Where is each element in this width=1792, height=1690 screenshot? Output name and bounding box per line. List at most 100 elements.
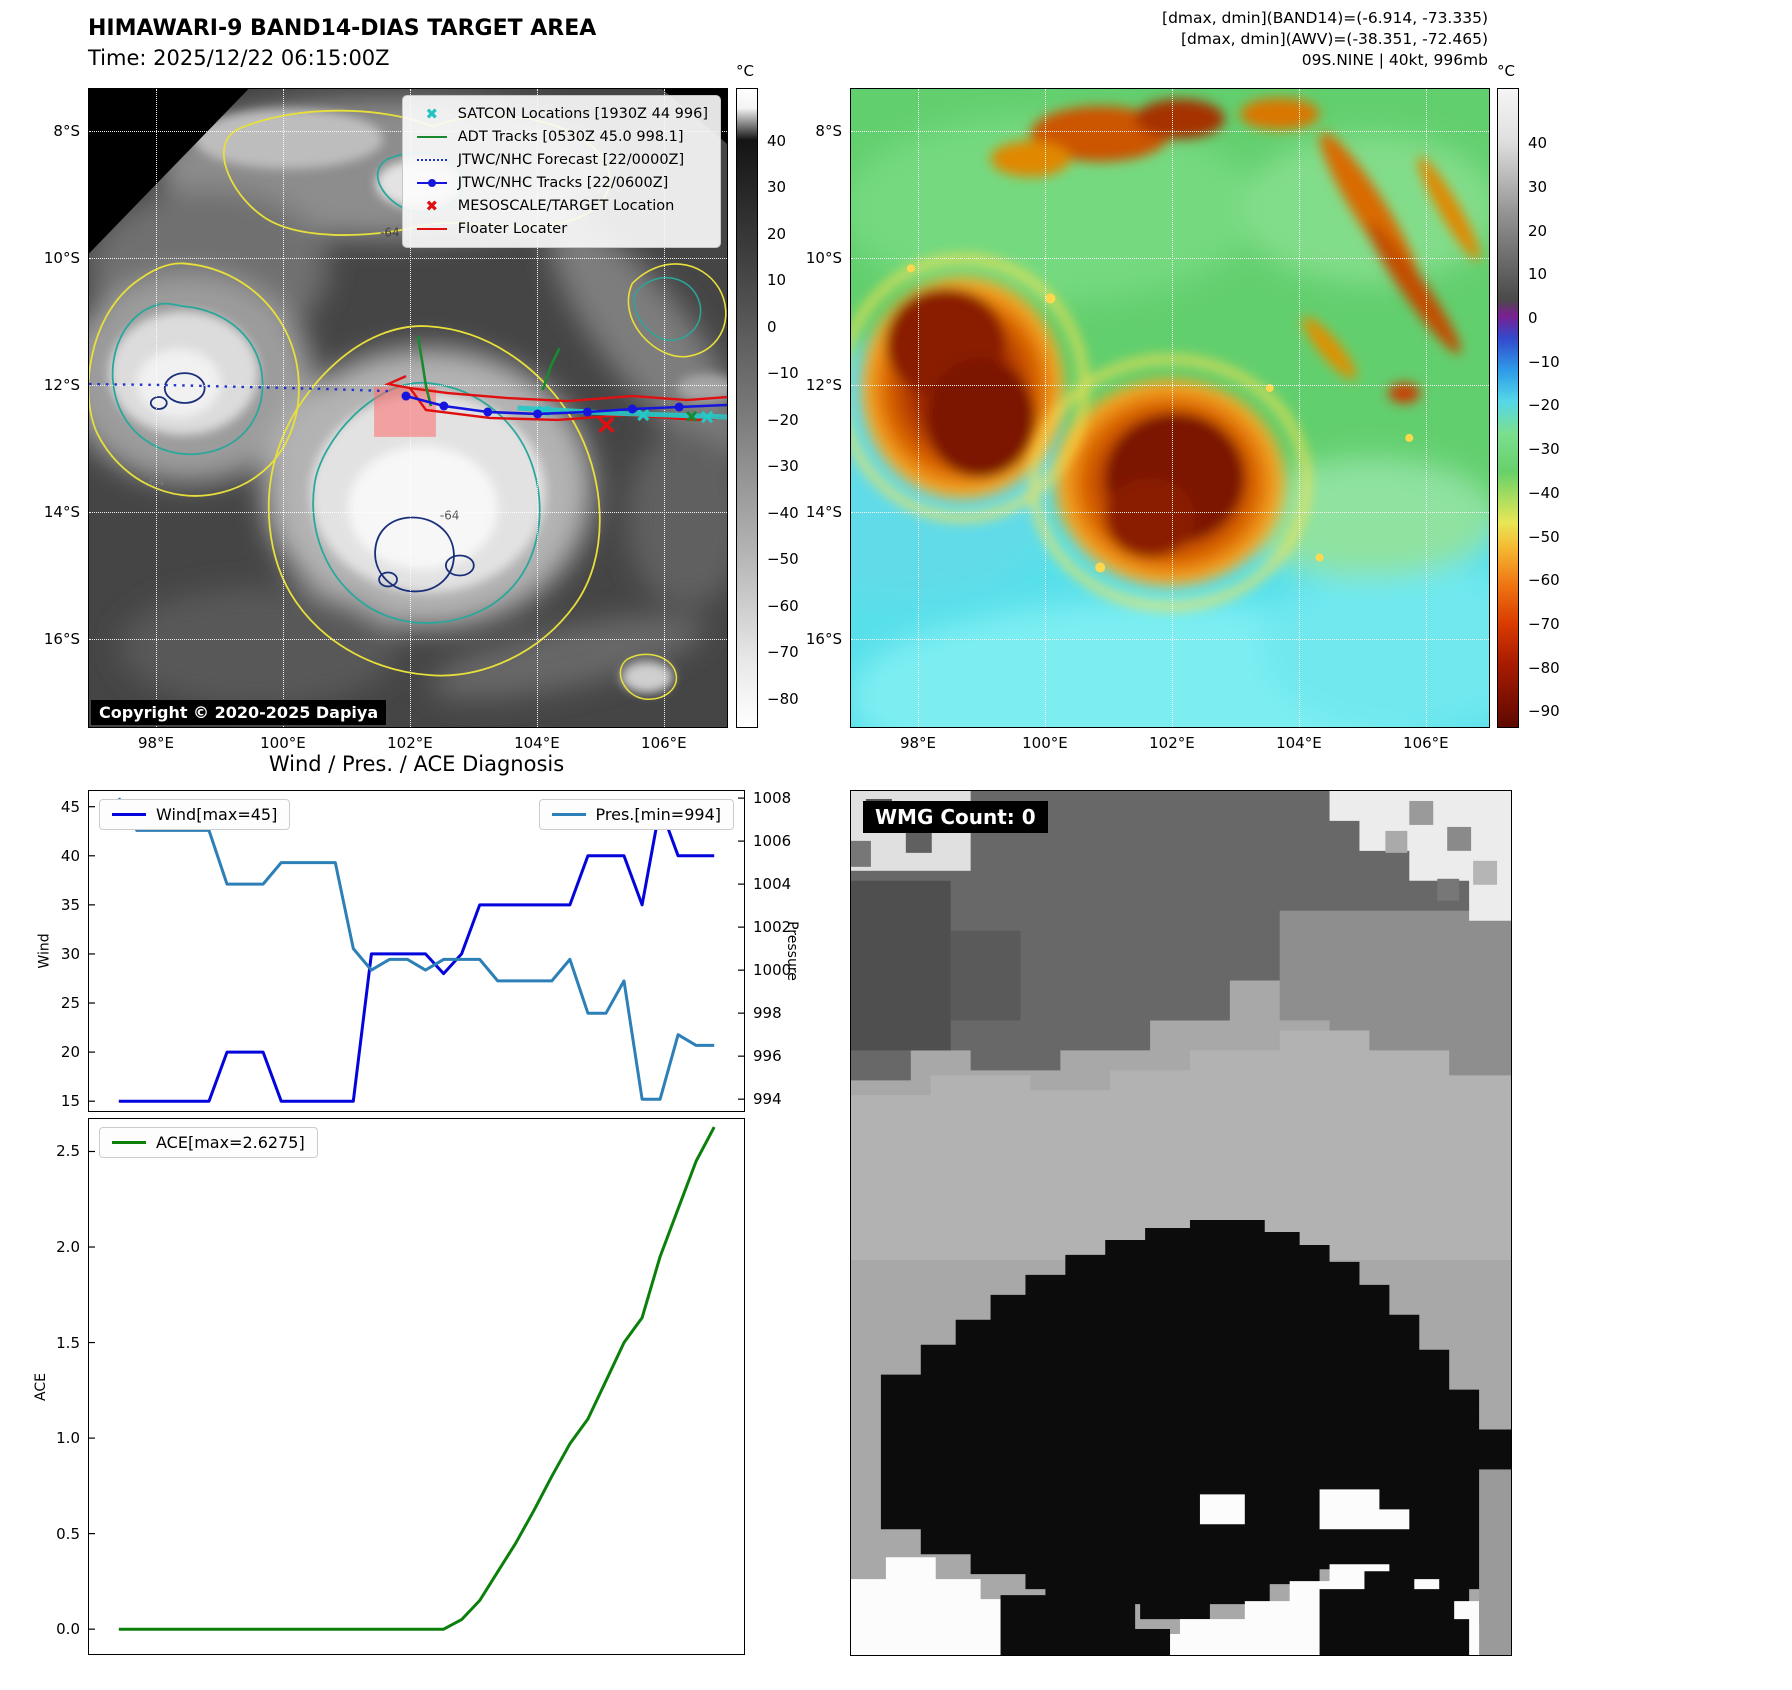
latitude-tick-label: 10°S xyxy=(43,249,80,268)
colorbar-tick-label: 30 xyxy=(767,178,787,197)
wmg-count-label: WMG Count: 0 xyxy=(863,801,1048,833)
left-axis-tick-label: 20 xyxy=(60,1043,80,1062)
floater-line xyxy=(384,375,727,403)
jtwc-track-line xyxy=(405,394,727,416)
colorbar-tick-label: −60 xyxy=(1528,571,1560,590)
colorbar-tick-label: −90 xyxy=(1528,702,1560,721)
latitude-tick-label: 12°S xyxy=(805,376,842,395)
colorbar-tick-label: 10 xyxy=(767,271,787,290)
copyright-watermark: Copyright © 2020-2025 Dapiya xyxy=(91,700,387,725)
legend-item-mesoscale: MESOSCALE/TARGET Location xyxy=(415,196,708,216)
cold-pixel-speckles xyxy=(906,264,1414,573)
mesoscale-x-marker-icon xyxy=(425,199,438,214)
diagnosis-title: Wind / Pres. / ACE Diagnosis xyxy=(268,752,565,776)
latitude-tick-label: 8°S xyxy=(53,122,80,141)
longitude-tick-label: 100°E xyxy=(1022,734,1068,752)
band14-satellite-map: -64 -64 -64 xyxy=(44,88,728,752)
wmg-pixel-art xyxy=(851,791,1511,1655)
jtwc-forecast-line xyxy=(89,382,389,393)
right-axis-tick-label: 1006 xyxy=(753,832,792,851)
left-axis-tick-label: 0.5 xyxy=(56,1524,80,1543)
colorbar-tick-label: 20 xyxy=(1528,221,1548,240)
jtwc-track-line-dot-icon xyxy=(416,178,447,187)
band14-track-overlay xyxy=(89,336,727,437)
legend-label: ADT Tracks [0530Z 45.0 998.1] xyxy=(457,129,684,145)
colorbar-tick-label: 0 xyxy=(767,317,777,336)
legend-item-floater: Floater Locater xyxy=(415,219,708,239)
left-axis-tick-label: 30 xyxy=(60,944,80,963)
pres-legend-label: Pres.[min=994] xyxy=(595,805,721,824)
colorbar-tick-label: 40 xyxy=(767,131,787,150)
ace-line-swatch-icon xyxy=(112,1141,146,1144)
colorbar-tick-label: −70 xyxy=(767,643,799,662)
right-axis-tick-label: 1004 xyxy=(753,875,792,894)
right-axis-tick-label: 1008 xyxy=(753,789,792,808)
ace-legend-label: ACE[max=2.6275] xyxy=(156,1133,305,1152)
adt-track-line xyxy=(416,336,433,407)
pres-line-swatch-icon xyxy=(551,813,586,816)
left-axis-tick-label: 2.5 xyxy=(56,1142,80,1161)
colorbar-tick-label: −30 xyxy=(1528,440,1560,459)
forecast-dotted-line-icon xyxy=(416,159,447,161)
ace-plot xyxy=(89,1126,716,1631)
longitude-tick-label: 98°E xyxy=(137,734,175,752)
wind-pressure-plot xyxy=(89,797,744,1103)
contour-label: -64 xyxy=(145,475,165,489)
colorbar-tick-label: −20 xyxy=(1528,396,1560,415)
right-axis-tick-label: 1000 xyxy=(753,961,792,980)
legend-item-forecast: JTWC/NHC Forecast [22/0000Z] xyxy=(415,150,708,170)
awv-colorbar-unit: °C xyxy=(1497,62,1515,80)
colorbar-tick-label: −30 xyxy=(767,457,799,476)
ace-axis-label: ACE xyxy=(32,1372,49,1401)
awv-satellite-art xyxy=(851,89,1489,727)
band14-timestamp: Time: 2025/12/22 06:15:00Z xyxy=(88,46,390,70)
legend-item-jtwc-tracks: JTWC/NHC Tracks [22/0600Z] xyxy=(415,173,708,193)
colorbar-tick-label: −20 xyxy=(767,410,799,429)
right-axis-tick-label: 1002 xyxy=(753,918,792,937)
pres-legend: Pres.[min=994] xyxy=(538,799,734,830)
jtwc-track-dots xyxy=(401,391,684,419)
colorbar-tick-label: −10 xyxy=(1528,352,1560,371)
left-axis-tick-label: 15 xyxy=(60,1092,80,1111)
colorbar-tick-label: 0 xyxy=(1528,309,1538,328)
band14-title: HIMAWARI-9 BAND14-DIAS TARGET AREA xyxy=(88,16,597,41)
legend-label: JTWC/NHC Tracks [22/0600Z] xyxy=(457,175,669,191)
latitude-tick-label: 12°S xyxy=(43,376,80,395)
colorbar-tick-label: 40 xyxy=(1528,134,1548,153)
left-axis-tick-label: 45 xyxy=(60,797,80,816)
left-axis-tick-label: 35 xyxy=(60,895,80,914)
colorbar-tick-label: −40 xyxy=(1528,483,1560,502)
latitude-tick-label: 14°S xyxy=(43,502,80,521)
longitude-tick-label: 102°E xyxy=(1149,734,1195,752)
legend-label: JTWC/NHC Forecast [22/0000Z] xyxy=(457,152,685,168)
awv-satellite-map: 98°E 100°E 102°E 104°E 106°E 8°S 10°S 12°S 14°S 1… xyxy=(806,88,1490,752)
longitude-tick-label: 104°E xyxy=(1276,734,1322,752)
band14-colorbar: 40 30 20 10 0 −10 −20 −30 −40 −50 −60 −70 −80 xyxy=(736,88,799,728)
colorbar-tick-label: 30 xyxy=(1528,177,1548,196)
wmg-panel: WMG Count: 0 xyxy=(850,790,1512,1656)
awv-header: [dmax, dmin](BAND14)=(-6.914, -73.335) [… xyxy=(850,8,1488,71)
latitude-tick-label: 10°S xyxy=(805,249,842,268)
left-axis-tick-label: 25 xyxy=(60,994,80,1013)
legend-item-satcon: SATCON Locations [1930Z 44 996] xyxy=(415,104,708,124)
colorbar-tick-label: −60 xyxy=(767,596,799,615)
band14-map-legend: SATCON Locations [1930Z 44 996] ADT Trac… xyxy=(401,95,721,248)
band14-colorbar-unit: °C xyxy=(736,62,754,80)
longitude-tick-label: 98°E xyxy=(899,734,937,752)
dmax-dmin-band14-text: [dmax, dmin](BAND14)=(-6.914, -73.335) xyxy=(1162,9,1488,27)
floater-line-icon xyxy=(416,228,447,230)
latitude-tick-label: 16°S xyxy=(43,629,80,648)
adt-track-line-icon xyxy=(416,136,447,138)
satcon-trail xyxy=(517,405,727,420)
left-axis-tick-label: 1.0 xyxy=(56,1429,80,1448)
colorbar-tick-label: 10 xyxy=(1528,265,1548,284)
colorbar-tick-label: −80 xyxy=(767,689,799,708)
left-axis-tick-label: 40 xyxy=(60,846,80,865)
adt-track-line xyxy=(541,347,561,391)
wind-legend-label: Wind[max=45] xyxy=(156,805,278,824)
wind-legend: Wind[max=45] xyxy=(99,799,291,830)
legend-label: Floater Locater xyxy=(457,221,568,237)
colorbar-tick-label: −10 xyxy=(767,364,799,383)
contour-label: -64 xyxy=(380,226,400,240)
wind-line-swatch-icon xyxy=(112,813,146,816)
